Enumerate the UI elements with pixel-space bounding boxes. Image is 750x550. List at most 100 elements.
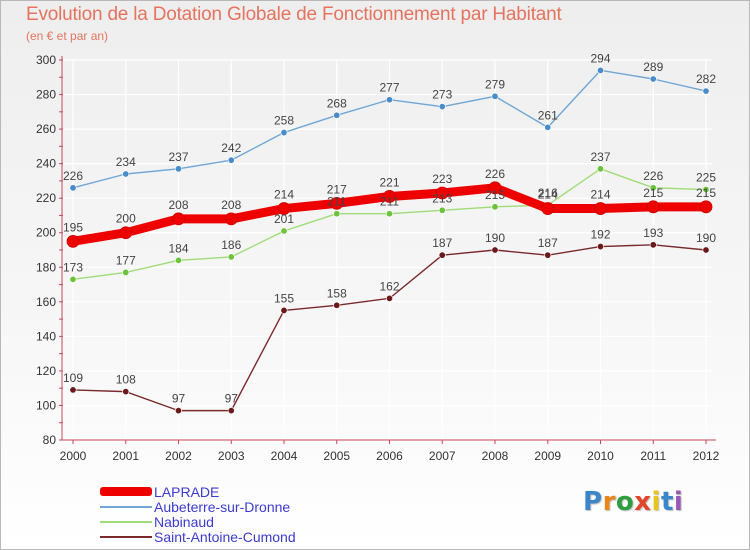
data-label: 268 <box>327 96 347 110</box>
data-label: 190 <box>696 231 716 245</box>
data-label: 214 <box>538 188 558 202</box>
data-label: 193 <box>643 226 663 240</box>
data-label: 109 <box>63 371 83 385</box>
data-label: 237 <box>168 150 188 164</box>
data-label: 155 <box>274 291 294 305</box>
y-tick-label: 140 <box>36 329 56 343</box>
data-label: 201 <box>274 212 294 226</box>
legend-swatch <box>100 487 152 496</box>
y-tick-label: 300 <box>36 53 56 67</box>
data-label: 294 <box>590 51 610 65</box>
data-point <box>385 210 393 218</box>
data-label: 261 <box>538 108 558 122</box>
data-label: 282 <box>696 72 716 86</box>
data-point <box>438 251 446 259</box>
data-point <box>596 66 604 74</box>
data-point <box>541 202 555 215</box>
chart-title: Evolution de la Dotation Globale de Fonc… <box>26 4 562 25</box>
data-label: 237 <box>590 150 610 164</box>
data-label: 226 <box>485 167 505 181</box>
y-tick-label: 200 <box>36 226 56 240</box>
data-point <box>649 241 657 249</box>
y-tick-label: 120 <box>36 364 56 378</box>
data-point <box>491 246 499 254</box>
data-label: 221 <box>379 175 399 189</box>
data-point <box>280 306 288 314</box>
data-label: 184 <box>168 241 188 255</box>
x-tick-label: 2002 <box>165 449 192 463</box>
data-point <box>594 202 607 215</box>
data-label: 214 <box>590 188 610 202</box>
data-label: 215 <box>643 186 663 200</box>
data-point <box>596 243 604 251</box>
data-point <box>175 407 183 415</box>
data-point <box>66 234 80 248</box>
data-point <box>435 186 449 200</box>
data-label: 211 <box>327 195 346 209</box>
data-point <box>119 226 133 240</box>
data-label: 108 <box>116 373 136 387</box>
y-tick-label: 100 <box>36 398 56 412</box>
data-point <box>491 203 499 211</box>
data-label: 173 <box>63 260 83 274</box>
data-point <box>649 75 657 83</box>
data-label: 226 <box>643 169 663 183</box>
data-point <box>330 196 344 210</box>
data-point <box>277 202 291 215</box>
x-tick-label: 2009 <box>534 449 561 463</box>
data-point <box>333 210 341 218</box>
x-tick-label: 2007 <box>429 449 456 463</box>
data-label: 216 <box>538 186 558 200</box>
data-label: 211 <box>380 195 399 209</box>
data-label: 186 <box>221 238 241 252</box>
data-point <box>172 212 185 226</box>
data-point <box>491 92 499 100</box>
data-point <box>702 246 710 254</box>
data-label: 187 <box>432 236 452 250</box>
data-point <box>702 186 710 194</box>
y-tick-label: 160 <box>36 295 56 309</box>
data-label: 279 <box>485 77 505 91</box>
legend-label: Nabinaud <box>154 514 214 530</box>
y-tick-label: 280 <box>36 88 56 102</box>
y-tick-label: 260 <box>36 122 56 136</box>
legend-swatch <box>100 521 152 523</box>
data-point <box>544 251 552 259</box>
data-point <box>333 301 341 309</box>
data-point <box>702 87 710 95</box>
data-point <box>383 190 396 203</box>
legend-label: Saint-Antoine-Cumond <box>154 529 296 545</box>
data-label: 190 <box>485 231 505 245</box>
legend-swatch <box>100 506 152 508</box>
x-tick-label: 2004 <box>271 449 298 463</box>
y-tick-label: 80 <box>43 433 57 447</box>
x-tick-label: 2011 <box>640 449 666 463</box>
data-point <box>385 294 393 302</box>
data-label: 192 <box>590 228 610 242</box>
data-point <box>438 206 446 214</box>
data-label: 215 <box>485 188 505 202</box>
x-tick-label: 2012 <box>693 449 720 463</box>
x-tick-label: 2008 <box>482 449 509 463</box>
data-point <box>122 170 130 178</box>
data-label: 258 <box>274 114 294 128</box>
proxiti-logo: Proxiti <box>583 487 684 517</box>
data-point <box>488 181 502 195</box>
data-point <box>280 129 288 137</box>
data-point <box>646 200 660 214</box>
legend-swatch <box>100 536 152 538</box>
data-point <box>649 184 657 192</box>
data-label: 273 <box>432 88 452 102</box>
legend-label: Aubeterre-sur-Dronne <box>154 499 291 515</box>
data-label: 158 <box>327 286 347 300</box>
data-label: 162 <box>379 279 399 293</box>
y-tick-label: 220 <box>36 191 56 205</box>
data-point <box>227 407 235 415</box>
data-label: 214 <box>274 188 294 202</box>
data-point <box>596 165 604 173</box>
data-point <box>122 388 130 396</box>
data-label: 234 <box>116 155 136 169</box>
data-point <box>280 227 288 235</box>
data-point <box>227 156 235 164</box>
